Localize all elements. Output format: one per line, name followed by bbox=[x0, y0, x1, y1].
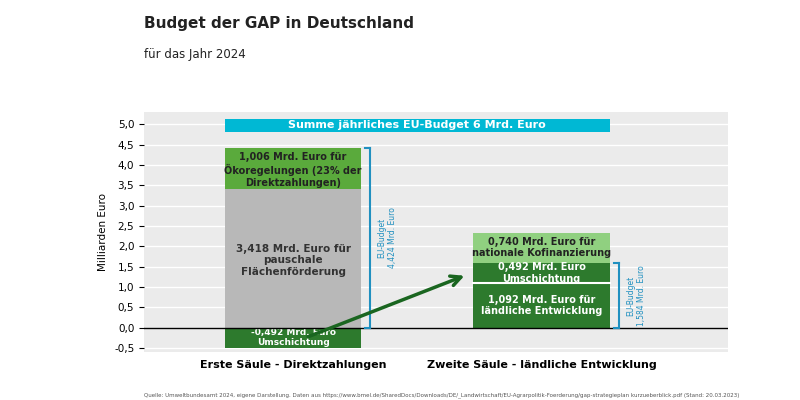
Text: Budget der GAP in Deutschland: Budget der GAP in Deutschland bbox=[144, 16, 414, 31]
FancyBboxPatch shape bbox=[225, 118, 610, 132]
Bar bbox=[225, 148, 362, 188]
Text: Summe jährliches EU-Budget 6 Mrd. Euro: Summe jährliches EU-Budget 6 Mrd. Euro bbox=[289, 120, 546, 130]
Bar bbox=[474, 233, 610, 263]
Text: 0,492 Mrd. Euro
Umschichtung: 0,492 Mrd. Euro Umschichtung bbox=[498, 262, 586, 284]
Bar bbox=[474, 263, 610, 328]
Text: EU-Budget
1,584 Mrd. Euro: EU-Budget 1,584 Mrd. Euro bbox=[626, 265, 646, 326]
Text: 1,006 Mrd. Euro für
Ökoregelungen (23% der
Direktzahlungen): 1,006 Mrd. Euro für Ökoregelungen (23% d… bbox=[224, 152, 362, 188]
Text: Quelle: Umweltbundesamt 2024, eigene Darstellung. Daten aus https://www.bmel.de/: Quelle: Umweltbundesamt 2024, eigene Dar… bbox=[144, 392, 739, 398]
Bar bbox=[225, 188, 362, 328]
Text: EU-Budget
4,424 Mrd. Euro: EU-Budget 4,424 Mrd. Euro bbox=[378, 207, 397, 268]
Text: 1,092 Mrd. Euro für
ländliche Entwicklung: 1,092 Mrd. Euro für ländliche Entwicklun… bbox=[481, 295, 602, 316]
Text: 3,418 Mrd. Euro für
pauschale
Flächenförderung: 3,418 Mrd. Euro für pauschale Flächenför… bbox=[236, 244, 350, 277]
Text: für das Jahr 2024: für das Jahr 2024 bbox=[144, 48, 246, 61]
Text: -0,492 Mrd. Euro
Umschichtung: -0,492 Mrd. Euro Umschichtung bbox=[250, 328, 336, 348]
Text: 0,740 Mrd. Euro für
nationale Kofinanzierung: 0,740 Mrd. Euro für nationale Kofinanzie… bbox=[472, 237, 611, 258]
Y-axis label: Milliarden Euro: Milliarden Euro bbox=[98, 193, 109, 271]
Bar bbox=[225, 328, 362, 348]
